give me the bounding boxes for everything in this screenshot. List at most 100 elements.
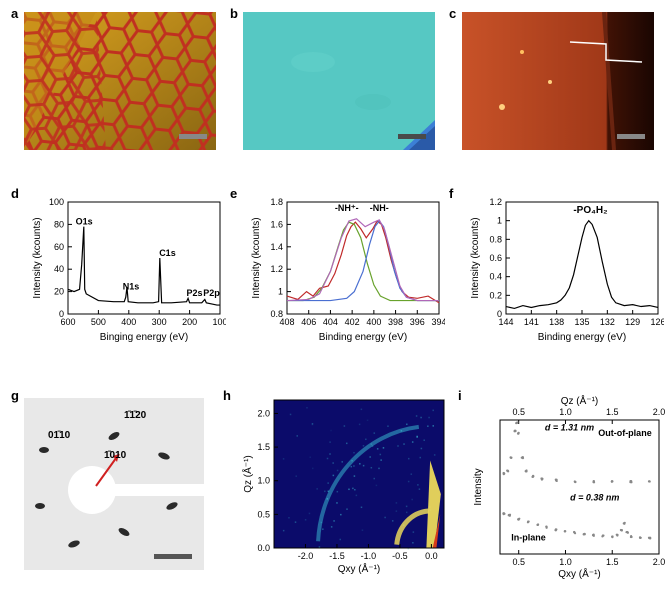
svg-text:2.0: 2.0 — [653, 407, 665, 417]
svg-text:0.6: 0.6 — [489, 253, 502, 263]
panel-b — [243, 12, 435, 150]
panel-i: 0.51.01.52.00.51.01.52.0Qxy (Å⁻¹)Qz (Å⁻¹… — [470, 394, 665, 580]
svg-text:0.0: 0.0 — [257, 543, 270, 553]
panel-d: 600500400300200100020406080100Binging en… — [28, 194, 226, 344]
svg-text:138: 138 — [549, 317, 564, 327]
svg-text:P2s: P2s — [187, 288, 203, 298]
svg-text:Intensity: Intensity — [473, 468, 484, 505]
svg-text:398: 398 — [388, 317, 403, 327]
svg-text:N1s: N1s — [123, 281, 140, 291]
svg-text:O1s: O1s — [76, 216, 93, 226]
scalebar-c — [617, 134, 645, 139]
giwaxs-heatmap: -2.0-1.5-1.0-0.50.00.00.51.01.52.0Qxy (Å… — [240, 394, 450, 576]
svg-text:0.4: 0.4 — [489, 272, 502, 282]
svg-text:100: 100 — [212, 317, 226, 327]
panel-label-h: h — [223, 388, 231, 403]
svg-text:P2p: P2p — [203, 288, 220, 298]
panel-f: 14414113813513212912600.20.40.60.811.2Bi… — [466, 194, 664, 344]
svg-text:In-plane: In-plane — [511, 533, 546, 543]
svg-text:100: 100 — [49, 197, 64, 207]
giwaxs-linecuts: 0.51.01.52.00.51.01.52.0Qxy (Å⁻¹)Qz (Å⁻¹… — [470, 394, 665, 580]
panel-label-c: c — [449, 6, 456, 21]
svg-text:Out-of-plane: Out-of-plane — [598, 428, 652, 438]
svg-text:80: 80 — [54, 219, 64, 229]
svg-text:400: 400 — [366, 317, 381, 327]
svg-text:d = 1.31 nm: d = 1.31 nm — [545, 423, 594, 433]
panel-c: 58.7±2.9 nm — [462, 12, 654, 150]
svg-text:Binding energy (eV): Binding energy (eV) — [319, 332, 407, 343]
panel-h: -2.0-1.5-1.0-0.50.00.00.51.01.52.0Qxy (Å… — [240, 394, 450, 576]
panel-label-a: a — [11, 6, 18, 21]
svg-text:406: 406 — [301, 317, 316, 327]
scalebar-b — [398, 134, 426, 139]
svg-text:0.2: 0.2 — [489, 290, 502, 300]
scalebar-a — [179, 134, 207, 139]
svg-text:0.5: 0.5 — [257, 509, 270, 519]
svg-text:-1.5: -1.5 — [329, 551, 345, 561]
svg-text:0: 0 — [497, 309, 502, 319]
saed-label-0110: 01̄10 — [48, 430, 70, 441]
svg-text:0.8: 0.8 — [489, 234, 502, 244]
svg-text:129: 129 — [625, 317, 640, 327]
saed-label-1120: 1̄1̄20 — [124, 410, 146, 421]
svg-text:-PO₄H₂: -PO₄H₂ — [573, 205, 607, 216]
svg-text:d = 0.38 nm: d = 0.38 nm — [570, 492, 619, 502]
xps-p2p-chart: 14414113813513212912600.20.40.60.811.2Bi… — [466, 194, 664, 344]
svg-text:Qxy (Å⁻¹): Qxy (Å⁻¹) — [558, 567, 601, 580]
svg-text:200: 200 — [182, 317, 197, 327]
svg-text:Intensity (kcounts): Intensity (kcounts) — [32, 217, 43, 298]
svg-text:1.0: 1.0 — [257, 476, 270, 486]
scalebar-g — [154, 554, 192, 559]
svg-text:141: 141 — [524, 317, 539, 327]
svg-text:126: 126 — [650, 317, 664, 327]
svg-text:Qxy (Å⁻¹): Qxy (Å⁻¹) — [338, 562, 381, 575]
svg-text:C1s: C1s — [159, 248, 176, 258]
svg-text:396: 396 — [410, 317, 425, 327]
svg-text:1: 1 — [278, 287, 283, 297]
svg-text:400: 400 — [121, 317, 136, 327]
svg-text:0.8: 0.8 — [270, 309, 283, 319]
xps-survey-chart: 600500400300200100020406080100Binging en… — [28, 194, 226, 344]
svg-text:1.8: 1.8 — [270, 197, 283, 207]
svg-text:0: 0 — [59, 309, 64, 319]
panel-g: 1̄1̄20 01̄10 1̄010 — [24, 398, 204, 570]
panel-a — [24, 12, 216, 150]
panel-e: 4084064044024003983963940.811.21.41.61.8… — [247, 194, 445, 344]
svg-text:404: 404 — [323, 317, 338, 327]
svg-text:1.6: 1.6 — [270, 219, 283, 229]
svg-text:1.4: 1.4 — [270, 242, 283, 252]
svg-text:1.0: 1.0 — [559, 407, 572, 417]
xps-n1s-chart: 4084064044024003983963940.811.21.41.61.8… — [247, 194, 445, 344]
svg-text:-1.0: -1.0 — [361, 551, 377, 561]
svg-text:135: 135 — [574, 317, 589, 327]
svg-text:40: 40 — [54, 264, 64, 274]
svg-text:132: 132 — [600, 317, 615, 327]
svg-text:-NH-: -NH- — [370, 203, 389, 213]
svg-text:1.5: 1.5 — [606, 407, 619, 417]
svg-text:1.2: 1.2 — [270, 264, 283, 274]
svg-text:0.5: 0.5 — [512, 557, 525, 567]
svg-text:0.0: 0.0 — [425, 551, 438, 561]
svg-text:2.0: 2.0 — [257, 408, 270, 418]
svg-text:1.2: 1.2 — [489, 197, 502, 207]
svg-text:Binging energy (eV): Binging energy (eV) — [100, 332, 188, 343]
svg-text:1: 1 — [497, 216, 502, 226]
svg-text:Intensity (kcounts): Intensity (kcounts) — [251, 217, 262, 298]
svg-text:1.0: 1.0 — [559, 557, 572, 567]
svg-text:Qz (Å⁻¹): Qz (Å⁻¹) — [241, 455, 254, 493]
svg-text:394: 394 — [431, 317, 445, 327]
svg-text:-2.0: -2.0 — [298, 551, 314, 561]
svg-text:Qz (Å⁻¹): Qz (Å⁻¹) — [561, 394, 599, 407]
svg-text:Binding energy (eV): Binding energy (eV) — [538, 332, 626, 343]
svg-text:0.5: 0.5 — [512, 407, 525, 417]
panel-label-i: i — [458, 388, 462, 403]
panel-label-b: b — [230, 6, 238, 21]
panel-label-d: d — [11, 186, 19, 201]
svg-text:300: 300 — [152, 317, 167, 327]
panel-label-g: g — [11, 388, 19, 403]
svg-text:2.0: 2.0 — [653, 557, 665, 567]
svg-text:Intensity (kcounts): Intensity (kcounts) — [470, 217, 481, 298]
panel-label-e: e — [230, 186, 237, 201]
svg-text:402: 402 — [345, 317, 360, 327]
svg-text:60: 60 — [54, 242, 64, 252]
